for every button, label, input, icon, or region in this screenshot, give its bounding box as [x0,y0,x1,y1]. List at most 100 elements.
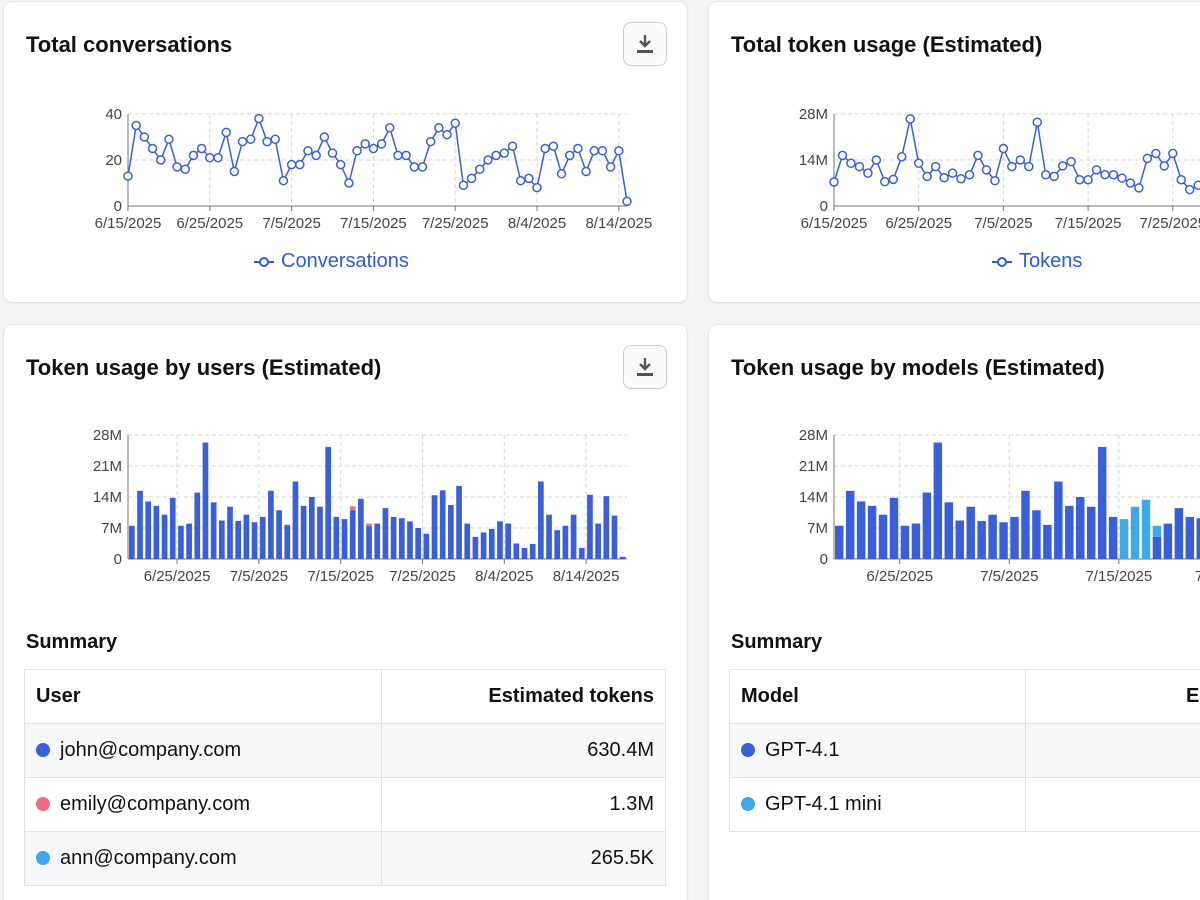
tokens-legend[interactable]: Tokens [991,250,1082,273]
data-point [1049,171,1059,182]
table-row[interactable]: GPT-4.1 mini [729,777,1200,832]
models-summary-table: Model Es GPT-4.1 GPT-4.1 mini [729,669,1200,832]
data-point [922,171,932,182]
y-tick-label: 28M [799,106,828,123]
data-point [155,155,166,165]
tokens-cell: 630.4M [381,723,666,778]
data-point [1057,161,1068,171]
bar [398,518,405,559]
bar [268,490,274,559]
bar [349,506,356,511]
bar [1010,516,1019,559]
bar [186,523,192,559]
bar [878,514,888,559]
data-point [880,176,890,187]
data-point [605,162,616,172]
x-tick-label: 7/25/2025 [1139,215,1200,232]
bar [210,502,217,559]
bar [129,525,135,559]
y-tick-label: 14M [93,489,122,506]
user-cell: john@company.com [24,723,382,778]
data-point [863,168,873,178]
column-header-estimated-tokens[interactable]: Estimated tokens [381,669,666,724]
y-tick-label: 28M [799,427,828,444]
bar [513,543,520,559]
x-tick-label: 7/25/2025 [422,215,489,232]
column-header-model[interactable]: Model [729,669,1026,724]
column-header-user[interactable]: User [24,669,382,724]
model-name: GPT-4.1 [765,739,840,761]
bar [439,490,446,559]
y-tick-label: 0 [114,198,122,215]
bar [562,525,569,559]
users-download-button[interactable] [623,345,667,389]
x-tick-label: 6/25/2025 [885,215,952,232]
users-card: Token usage by users (Estimated) 0 7M 14M 2… [4,325,687,900]
bar [317,506,323,559]
bar [366,525,372,559]
x-tick-label: 8/4/2025 [508,215,566,232]
tokens-cell: 1.3M [381,777,666,832]
data-point [1007,161,1017,172]
bar [137,490,143,559]
series-line [127,116,628,202]
data-point [139,132,150,142]
data-point [990,175,1000,186]
user-name: emily@company.com [60,793,250,815]
y-tick-label: 14M [799,152,828,169]
conversations-card: Total conversations 0 20 40 6/15/2025 6/25/2… [4,2,687,302]
data-point [581,166,591,177]
data-point [188,150,199,161]
bar [390,516,397,559]
bar [423,533,430,559]
model-color-dot [741,797,755,811]
table-row[interactable]: ann@company.com 265.5K [24,831,666,886]
data-point [335,159,346,170]
conversations-chart: 0 20 40 6/15/2025 6/25/2025 7/5/2025 7/15/2025… [95,106,653,232]
data-point [237,136,248,147]
users-chart: 0 7M 14M 21M 28M 6/25/2025 7/5/2025 7/15/2025 7/… [93,427,627,585]
conversations-download-button[interactable] [623,22,667,66]
tokens-cell: 265.5K [381,831,666,886]
bar [988,514,997,559]
bar [349,510,356,559]
y-tick-label: 40 [105,106,122,123]
table-row[interactable]: john@company.com 630.4M [24,723,666,778]
data-point [871,155,882,165]
x-tick-label: 7/25/2025 [389,568,456,585]
bar [431,495,438,559]
bar [1108,516,1118,559]
bar [202,442,209,559]
data-point [614,146,624,156]
conversations-legend[interactable]: Conversations [253,250,409,273]
data-point [123,171,133,181]
table-row[interactable]: GPT-4.1 [729,723,1200,778]
conversations-legend-label: Conversations [281,250,409,272]
y-tick-label: 0 [820,551,828,568]
bar [415,528,421,559]
bar [900,525,910,559]
data-point [254,113,264,124]
data-point [956,173,966,184]
data-point [458,180,469,191]
bar [259,516,266,559]
user-color-dot [36,797,50,811]
conversations-title: Total conversations [26,32,233,57]
user-color-dot [36,851,50,865]
data-point [1125,178,1136,188]
data-point [1142,153,1153,164]
table-header-row: User Estimated tokens [24,669,666,724]
model-cell: GPT-4.1 mini [729,777,1026,832]
data-point [1100,170,1110,180]
data-point [401,150,411,161]
data-point [327,148,338,158]
bar [382,508,389,559]
bar [227,506,233,559]
bar [505,523,511,559]
table-row[interactable]: emily@company.com 1.3M [24,777,666,832]
models-card: Token usage by models (Estimated) 0 7M 14M… [709,325,1200,900]
bar [570,514,577,559]
bar [497,521,503,559]
data-point [1015,155,1026,165]
column-header-estimated-tokens[interactable]: Es [1025,669,1200,724]
